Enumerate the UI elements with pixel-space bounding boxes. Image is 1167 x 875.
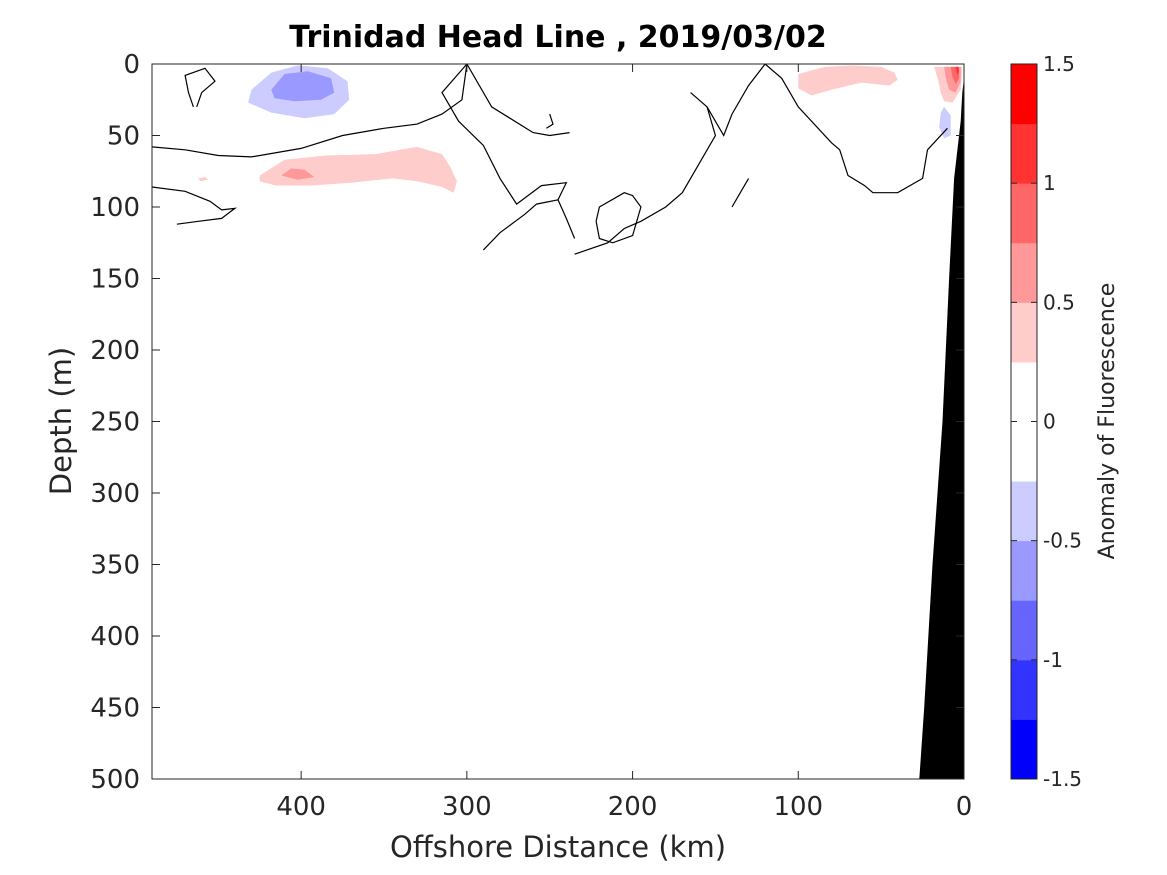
anomaly-region — [259, 146, 457, 193]
zero-contour — [706, 64, 766, 137]
colorbar-tick-label: 0.5 — [1043, 290, 1075, 314]
chart-title: Trinidad Head Line , 2019/03/02 — [289, 20, 826, 55]
anomaly-region — [798, 65, 898, 96]
y-tick-label: 400 — [90, 622, 140, 652]
colorbar-swatch — [1011, 481, 1037, 542]
anomaly-region — [198, 177, 209, 182]
y-tick-label: 50 — [107, 122, 140, 152]
bathymetry-mask — [919, 64, 964, 779]
x-tick-label: 400 — [276, 792, 326, 822]
zero-contour — [557, 199, 576, 239]
y-tick-label: 350 — [90, 551, 140, 581]
y-tick-label: 250 — [90, 408, 140, 438]
y-axis-ticks: 0 50 100 150 200 250 300 350 400 450 500 — [90, 50, 964, 795]
y-tick-label: 150 — [90, 265, 140, 295]
y-tick-label: 200 — [90, 336, 140, 366]
anomaly-region — [955, 66, 959, 76]
seafloor — [919, 64, 964, 779]
y-tick-label: 300 — [90, 479, 140, 509]
colorbar-swatch — [1011, 659, 1037, 720]
zero-contour-lines — [152, 64, 948, 255]
x-axis-ticks: 400 300 200 100 0 — [276, 64, 972, 822]
colorbar-label: Anomaly of Fluorescence — [1095, 283, 1120, 560]
anomaly-region — [939, 106, 951, 139]
zero-contour — [574, 92, 717, 255]
x-tick-label: 0 — [956, 792, 973, 822]
colorbar: 1.5 1 0.5 0 -0.5 -1 -1.5 — [1010, 52, 1082, 791]
anomaly-region — [271, 71, 335, 102]
colorbar-swatch — [1011, 123, 1037, 184]
zero-contour — [546, 113, 554, 129]
colorbar-swatch — [1011, 719, 1037, 780]
zero-contour — [466, 64, 570, 137]
zero-contour — [595, 192, 642, 244]
zero-contour — [152, 186, 238, 225]
colorbar-tick-label: 1.5 — [1043, 52, 1075, 76]
y-tick-label: 0 — [123, 50, 140, 80]
zero-contour — [152, 64, 468, 158]
y-tick-label: 100 — [90, 193, 140, 223]
colorbar-tick-label: -1.5 — [1043, 767, 1082, 791]
zero-contour — [731, 178, 750, 208]
colorbar-tick-label: -1 — [1043, 648, 1063, 672]
zero-contour — [441, 64, 568, 251]
zero-contour — [184, 67, 216, 108]
colorbar-swatch — [1011, 540, 1037, 601]
colorbar-swatch — [1011, 64, 1037, 125]
x-tick-label: 100 — [773, 792, 823, 822]
x-tick-label: 200 — [608, 792, 658, 822]
colorbar-swatch — [1011, 242, 1037, 303]
colorbar-swatch — [1011, 183, 1037, 244]
anomaly-region — [281, 168, 315, 180]
colorbar-tick-label: -0.5 — [1043, 529, 1082, 553]
colorbar-tick-label: 0 — [1043, 410, 1056, 434]
x-tick-label: 300 — [442, 792, 492, 822]
colorbar-swatch — [1011, 302, 1037, 363]
y-tick-label: 500 — [90, 765, 140, 795]
colorbar-tick-label: 1 — [1043, 171, 1056, 195]
colorbar-swatch — [1011, 361, 1037, 422]
colorbar-swatch — [1011, 421, 1037, 482]
y-tick-label: 450 — [90, 694, 140, 724]
y-axis-label: Depth (m) — [44, 347, 78, 495]
anomaly-filled-contours — [198, 65, 963, 193]
colorbar-swatch — [1011, 600, 1037, 661]
zero-contour — [764, 64, 948, 194]
x-axis-label: Offshore Distance (km) — [390, 830, 726, 864]
